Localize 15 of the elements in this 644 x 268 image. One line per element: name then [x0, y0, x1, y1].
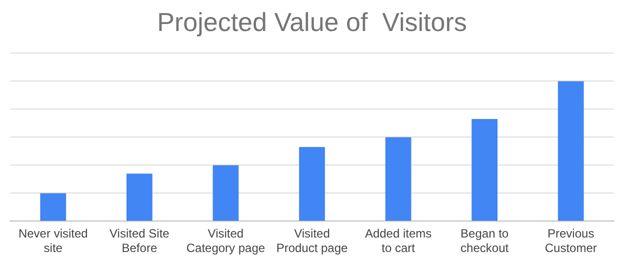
x-tick-label: Previous Customer	[544, 226, 597, 256]
bar	[40, 193, 66, 221]
bar	[385, 137, 412, 221]
x-tick-label: Visited Site Before	[110, 226, 170, 256]
x-tick-label: Never visited site	[18, 226, 88, 256]
bar	[299, 147, 325, 221]
bar	[472, 119, 498, 221]
x-tick-label: Visited Category page	[186, 226, 266, 256]
bar	[558, 81, 584, 221]
x-tick-label: Visited Product page	[276, 226, 348, 256]
bar	[126, 174, 152, 221]
bar	[212, 165, 239, 221]
x-tick-label: Began to checkout	[460, 226, 510, 256]
chart-title: Projected Value of Visitors	[157, 6, 467, 37]
x-tick-label: Added items to cart	[364, 226, 432, 256]
